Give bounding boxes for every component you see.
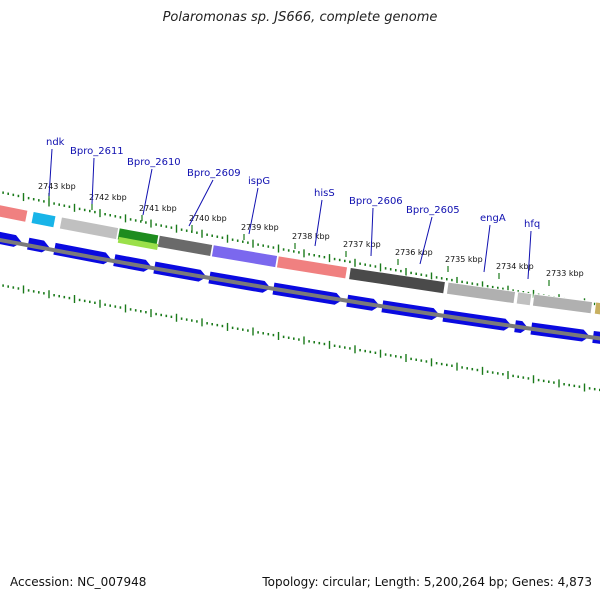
kbp-tick-label: 2735 kbp xyxy=(445,255,483,264)
inner-dotted-ruler xyxy=(2,284,600,392)
kbp-tick-label: 2738 kbp xyxy=(292,232,330,241)
gene-leader-line xyxy=(314,199,323,247)
gene-leader-line xyxy=(370,207,374,257)
kbp-tick-label: 2739 kbp xyxy=(241,223,279,232)
cog-segment xyxy=(210,244,279,269)
cog-segment xyxy=(58,216,120,241)
gene-label: Bpro_2610 xyxy=(127,157,181,168)
cog-segment xyxy=(0,203,29,223)
gene-label: ndk xyxy=(46,137,65,148)
cog-segment xyxy=(446,281,516,304)
gene-label: Bpro_2611 xyxy=(70,146,124,157)
genome-backbone xyxy=(0,237,600,341)
cog-segment-highlight xyxy=(117,236,159,250)
cog-color-band xyxy=(0,203,600,317)
cog-segment xyxy=(532,293,593,315)
kbp-tick-label: 2733 kbp xyxy=(546,269,584,278)
gene-label: Bpro_2606 xyxy=(349,196,403,207)
kbp-tick-label: 2736 kbp xyxy=(395,248,433,257)
gene-leader-line xyxy=(527,230,532,280)
gene-label: hfq xyxy=(524,219,540,230)
cds-arrow xyxy=(592,330,600,345)
cog-segment xyxy=(276,255,348,280)
gene-label: hisS xyxy=(314,188,335,199)
cds-arrow-track xyxy=(0,231,600,345)
kbp-tick-label: 2737 kbp xyxy=(343,240,381,249)
gene-leader-line xyxy=(248,187,259,235)
gene-label: Bpro_2609 xyxy=(187,168,241,179)
kbp-tick-label: 2742 kbp xyxy=(89,193,127,202)
gene-leader-line xyxy=(188,179,214,227)
cog-segment xyxy=(30,211,57,229)
gene-leader-line xyxy=(48,148,53,197)
map-title: Polaromonas sp. JS666, complete genome xyxy=(162,10,438,25)
gene-leader-line xyxy=(483,224,491,273)
kbp-tick-labels: 2743 kbp 2742 kbp 2741 kbp 2740 kbp 2739 kbp… xyxy=(38,182,584,286)
cog-segment xyxy=(593,301,600,317)
cog-segment xyxy=(348,267,446,295)
gene-leader-line xyxy=(419,216,433,265)
accession-text: Accession: NC_007948 xyxy=(10,575,147,589)
cog-segment xyxy=(156,234,214,257)
kbp-tick-label: 2741 kbp xyxy=(139,204,177,213)
kbp-tick-label: 2743 kbp xyxy=(38,182,76,191)
kbp-tick-label: 2740 kbp xyxy=(189,214,227,223)
gene-label: Bpro_2605 xyxy=(406,205,460,216)
gene-label: engA xyxy=(480,213,506,224)
gene-leader-line xyxy=(91,157,95,205)
gene-leader-line xyxy=(142,168,153,216)
kbp-tick-label: 2734 kbp xyxy=(496,262,534,271)
topology-text: Topology: circular; Length: 5,200,264 bp… xyxy=(262,575,592,589)
gene-label: ispG xyxy=(248,176,270,187)
cog-segment xyxy=(515,291,533,307)
